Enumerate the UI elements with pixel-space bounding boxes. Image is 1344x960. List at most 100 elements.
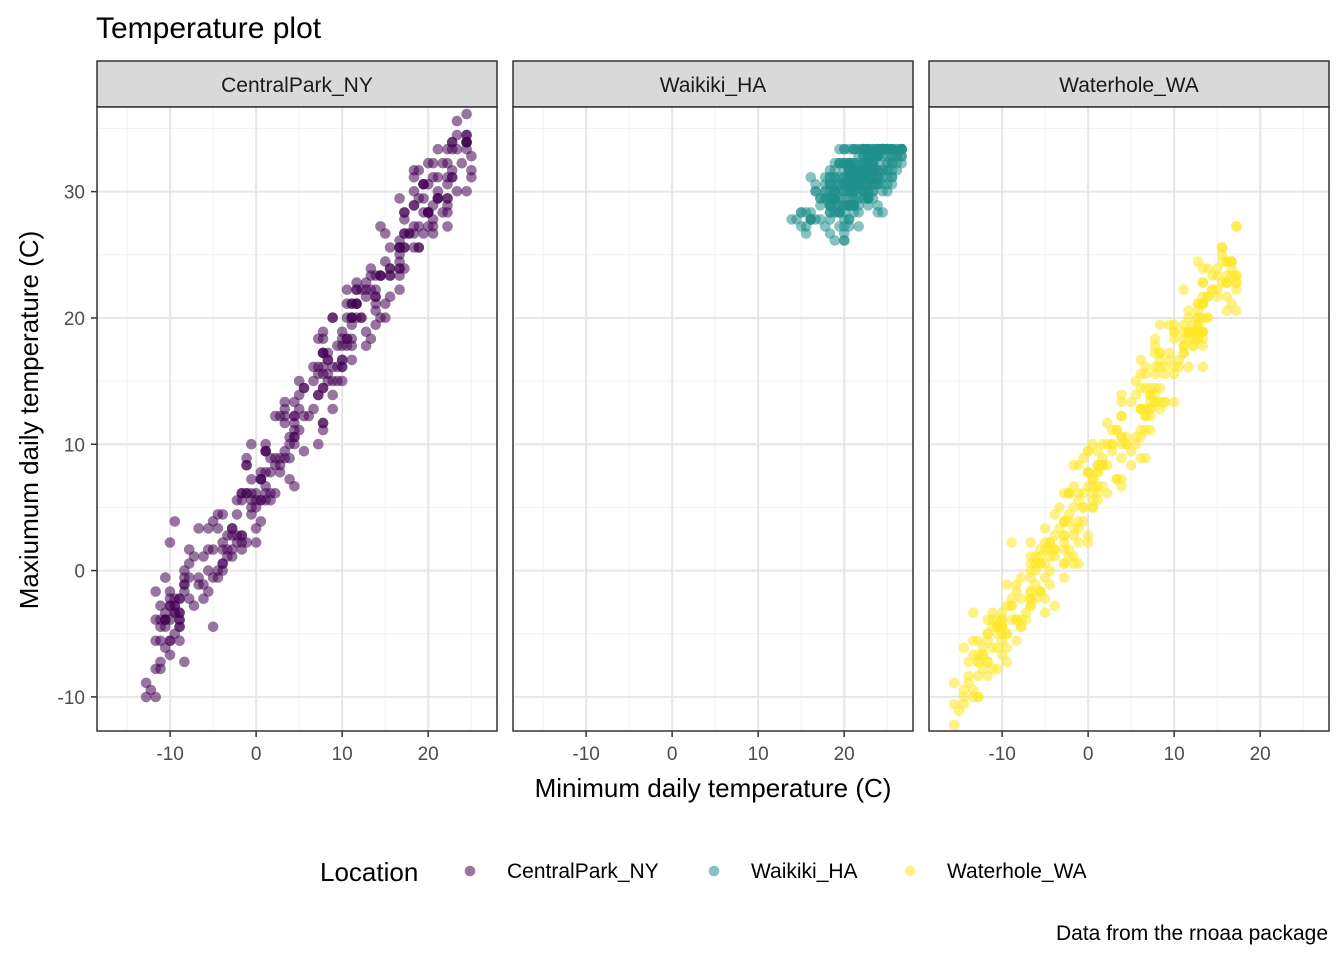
- x-tick-label: 20: [418, 744, 439, 765]
- data-point: [183, 558, 195, 569]
- data-point: [351, 298, 362, 310]
- data-point: [179, 656, 190, 668]
- data-point: [1197, 340, 1209, 352]
- data-point: [174, 635, 185, 647]
- x-tick-label: 0: [1083, 744, 1094, 765]
- legend-item-waterhole-wa: Waterhole_WA: [904, 860, 1087, 883]
- data-point: [461, 136, 472, 148]
- data-point: [360, 326, 372, 338]
- data-point: [169, 516, 181, 527]
- data-point: [332, 375, 343, 387]
- panel-border: [512, 106, 914, 732]
- data-point: [260, 467, 272, 478]
- legend-item-centralpark-ny: CentralPark_NY: [464, 860, 659, 883]
- facet-strip-label: Waterhole_WA: [1059, 74, 1199, 97]
- data-point: [231, 509, 243, 520]
- data-point: [284, 474, 295, 485]
- data-point: [394, 193, 405, 204]
- x-tick-label: 10: [1164, 744, 1185, 765]
- data-point: [1068, 523, 1080, 534]
- data-point: [1202, 263, 1213, 274]
- data-point: [824, 172, 836, 183]
- data-point: [451, 186, 463, 197]
- data-point: [250, 537, 262, 548]
- data-point: [442, 207, 453, 218]
- data-point: [1154, 347, 1166, 359]
- data-point: [1039, 523, 1051, 534]
- data-point: [289, 410, 300, 422]
- data-point: [1035, 544, 1046, 555]
- data-point: [786, 214, 797, 225]
- data-point: [877, 186, 888, 197]
- facet-panel-centralpark-ny: CentralPark_NY -10 0 10 20: [96, 60, 498, 765]
- data-point: [466, 172, 477, 183]
- data-point: [289, 424, 300, 436]
- data-point: [317, 382, 329, 394]
- data-point: [1192, 256, 1204, 267]
- data-point: [1001, 579, 1013, 590]
- legend-title: Location: [320, 857, 418, 887]
- data-point: [456, 157, 468, 169]
- data-point: [877, 207, 888, 218]
- data-point: [260, 445, 272, 457]
- data-point: [843, 165, 855, 176]
- data-point: [1140, 368, 1151, 380]
- data-point: [1015, 593, 1027, 604]
- data-point: [351, 312, 362, 324]
- data-point: [853, 172, 864, 183]
- data-point: [150, 663, 161, 675]
- data-point: [399, 263, 410, 274]
- data-point: [1164, 319, 1175, 331]
- panel-border: [96, 106, 498, 732]
- data-point: [341, 284, 353, 296]
- data-point: [365, 284, 377, 296]
- data-point: [413, 193, 425, 204]
- data-point: [1197, 291, 1209, 303]
- data-point: [996, 628, 1008, 640]
- data-point: [1130, 438, 1142, 450]
- data-point: [270, 410, 281, 422]
- data-point: [1125, 459, 1137, 471]
- data-point: [1130, 389, 1142, 401]
- data-point: [160, 572, 171, 583]
- data-point: [164, 614, 176, 625]
- data-point: [155, 621, 166, 633]
- data-point: [179, 579, 190, 590]
- data-point: [948, 719, 960, 731]
- data-point: [432, 172, 444, 183]
- data-point: [977, 649, 989, 661]
- data-point: [1025, 593, 1036, 604]
- data-point: [1049, 600, 1060, 611]
- data-point: [1044, 537, 1056, 548]
- data-point: [1154, 319, 1166, 331]
- legend-label: CentralPark_NY: [507, 860, 659, 883]
- data-point: [217, 565, 228, 576]
- data-point: [824, 214, 836, 225]
- data-point: [1102, 488, 1113, 499]
- data-point: [992, 642, 1003, 654]
- data-point: [815, 214, 826, 225]
- data-point: [1054, 502, 1065, 513]
- data-point: [384, 270, 396, 281]
- legend-label: Waterhole_WA: [947, 860, 1087, 883]
- y-tick-label: 20: [64, 309, 85, 330]
- facet-panels: CentralPark_NY -10 0 10 20 Waikiki_HA -10 0 10 20…: [58, 60, 1330, 765]
- data-point: [862, 172, 874, 183]
- data-point: [872, 150, 884, 162]
- panel-border: [928, 106, 1330, 732]
- data-point: [1025, 537, 1036, 548]
- data-point: [432, 186, 444, 197]
- data-point: [461, 186, 472, 197]
- data-point: [1068, 459, 1080, 471]
- data-point: [308, 403, 319, 415]
- data-point: [164, 600, 176, 611]
- data-point: [370, 270, 382, 281]
- data-point: [1116, 474, 1127, 485]
- data-point: [1068, 551, 1080, 562]
- data-point: [968, 607, 979, 618]
- data-point: [226, 551, 238, 562]
- facet-strip-label: CentralPark_NY: [221, 74, 373, 97]
- data-point: [446, 136, 458, 148]
- facet-strip-label: Waikiki_HA: [660, 74, 767, 97]
- data-point: [241, 488, 252, 499]
